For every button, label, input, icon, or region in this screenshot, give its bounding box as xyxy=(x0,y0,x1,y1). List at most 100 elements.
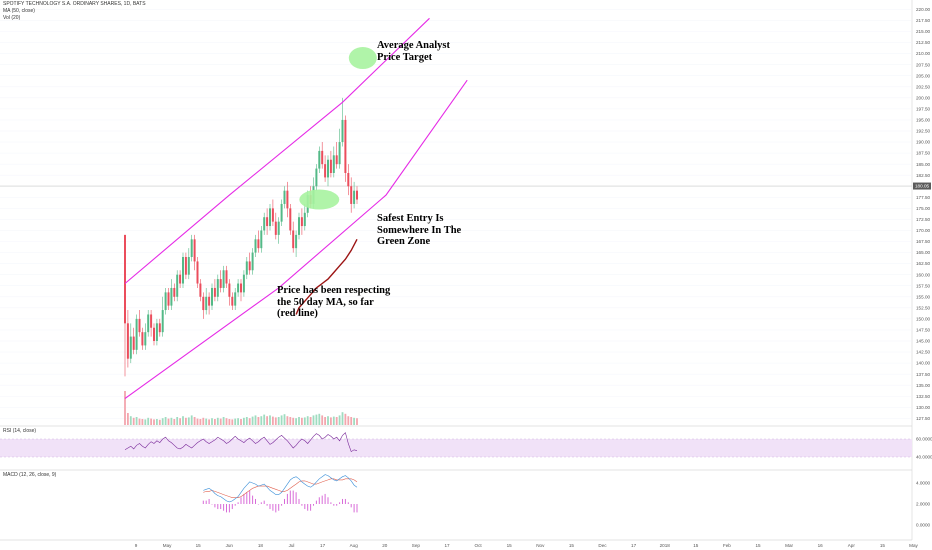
candle-body xyxy=(167,292,170,306)
macd-histogram-bar xyxy=(252,495,254,504)
candle-body xyxy=(144,332,147,346)
volume-bar xyxy=(347,416,350,425)
volume-bar xyxy=(245,417,248,425)
trend-channel[interactable] xyxy=(124,17,468,399)
rsi-level-label: 40.0000 xyxy=(916,455,932,460)
volume-bar xyxy=(135,417,138,425)
macd-histogram-bar xyxy=(318,497,320,504)
volume-bar xyxy=(179,418,181,425)
annotation-price-target: Average Analyst Price Target xyxy=(377,40,451,63)
price-tick-label: 220.00 xyxy=(916,7,930,12)
macd-histogram-bar xyxy=(228,504,230,513)
volume-bar xyxy=(277,417,280,425)
time-tick-label: 15 xyxy=(507,543,513,548)
macd-histogram-bar xyxy=(226,504,227,513)
macd-histogram-bar xyxy=(304,504,306,510)
volume-bar xyxy=(266,416,268,425)
candle-body xyxy=(269,208,271,227)
macd-histogram-bar xyxy=(231,504,233,510)
volume-bar xyxy=(182,416,184,425)
macd-level-label: 4.0000 xyxy=(916,481,930,486)
candle-body xyxy=(196,261,199,284)
volume-bar xyxy=(286,416,289,425)
time-tick-label: Jul xyxy=(289,543,295,548)
candle-body xyxy=(132,336,135,350)
price-tick-label: 157.50 xyxy=(916,283,930,288)
volume-bar xyxy=(222,417,225,425)
rsi-band xyxy=(0,439,912,457)
volume-bar xyxy=(324,417,326,425)
volume-bar xyxy=(187,417,190,425)
price-tick-label: 215.00 xyxy=(916,29,930,34)
candle-body xyxy=(289,208,292,231)
rsi-level-label: 60.0000 xyxy=(916,437,932,442)
macd-histogram-bar xyxy=(278,504,280,511)
candle-body xyxy=(257,239,260,249)
candle-body xyxy=(248,261,251,271)
price-tick-label: 182.50 xyxy=(916,173,930,178)
macd-line xyxy=(203,474,358,503)
volume-bar xyxy=(193,417,196,425)
candle-body xyxy=(161,310,164,333)
green-zones[interactable] xyxy=(299,47,377,210)
volume-bar xyxy=(350,417,353,425)
volume-bar xyxy=(170,417,173,425)
price-tick-label: 212.50 xyxy=(916,40,930,45)
price-tick-label: 172.50 xyxy=(916,217,930,222)
candle-body xyxy=(292,230,295,249)
macd-histogram-bar xyxy=(272,504,274,511)
candle-body xyxy=(179,274,182,284)
price-tick-label: 192.50 xyxy=(916,129,930,134)
candle-body xyxy=(216,279,219,297)
volume-bar xyxy=(173,419,176,425)
candle-body xyxy=(138,318,141,333)
price-tick-label: 167.50 xyxy=(916,239,930,244)
candle-body xyxy=(147,314,150,333)
price-tick-label: 170.00 xyxy=(916,228,930,233)
price-tick-label: 132.50 xyxy=(916,394,930,399)
volume-bar xyxy=(289,417,292,425)
volume-bar xyxy=(147,417,150,425)
volume-bar xyxy=(251,416,254,425)
candle-body xyxy=(141,332,144,346)
price-axis[interactable]: 220.00 217.50 215.00 212.50 210.00 207.50 205.… xyxy=(913,7,931,421)
time-tick-label: 9 xyxy=(135,543,138,548)
candle-body xyxy=(199,283,202,297)
volume-bar xyxy=(158,419,161,425)
macd-histogram-bar xyxy=(356,504,358,513)
volume-bar xyxy=(132,417,135,425)
candle-body xyxy=(190,239,193,257)
candle-body xyxy=(356,190,358,200)
macd-histogram-bar xyxy=(344,498,346,504)
candle-body xyxy=(234,292,237,306)
candle-body xyxy=(315,168,318,187)
time-tick-label: Apr xyxy=(848,543,856,548)
volume-bar xyxy=(214,419,216,425)
channel-lower-line xyxy=(124,79,468,399)
candle-body xyxy=(208,296,211,306)
rsi-line xyxy=(124,432,358,453)
price-tick-label: 165.00 xyxy=(916,250,930,255)
price-tick-label: 152.50 xyxy=(916,305,930,310)
candle-body xyxy=(225,270,228,284)
volume-bar xyxy=(225,418,228,425)
price-tick-label: 190.00 xyxy=(916,140,930,145)
candle-body xyxy=(155,323,158,341)
chart-grid xyxy=(0,0,913,541)
rsi-pane[interactable]: 60.0000 40.0000 xyxy=(0,432,932,460)
volume-bar xyxy=(274,417,277,425)
volume-bar xyxy=(318,413,321,425)
time-tick-label: 17 xyxy=(631,543,637,548)
volume-bar xyxy=(295,418,297,425)
volume-bar xyxy=(153,419,155,425)
macd-histogram-bar xyxy=(266,504,268,506)
candle-body xyxy=(254,239,257,253)
macd-pane[interactable]: 4.0000 2.0000 0.0000 xyxy=(202,474,931,528)
macd-histogram-bar xyxy=(353,504,355,513)
price-tick-label: 205.00 xyxy=(916,73,930,78)
time-axis[interactable]: 9 May 15 Jun 18 Jul 17 Aug 20 Sep 17 Oct 15 Nov 15 Dec 1… xyxy=(135,543,919,548)
candle-body xyxy=(353,190,356,204)
candle-body xyxy=(251,252,254,271)
volume-bar xyxy=(338,415,341,425)
